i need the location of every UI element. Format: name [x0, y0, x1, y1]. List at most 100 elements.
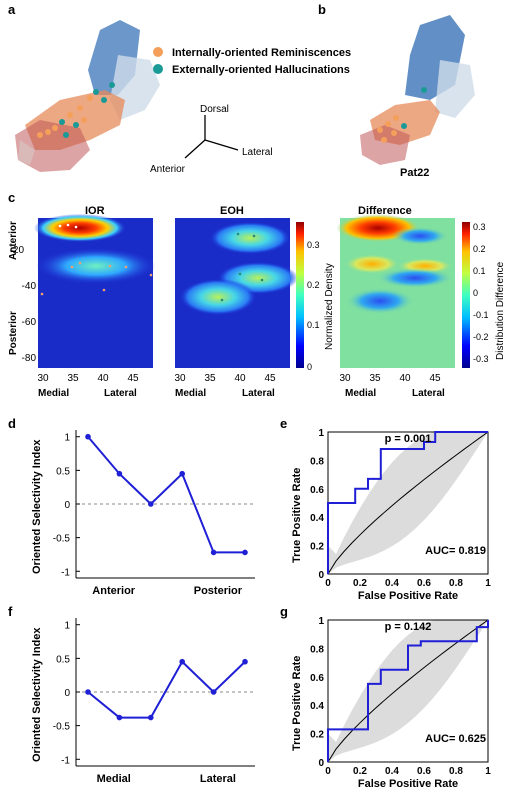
contact-points-a	[37, 82, 115, 138]
heatmap-panel: IOR -20 -40 -60 -80 Anterior Posterior 3…	[8, 205, 506, 399]
density-tick-3: 0.1	[307, 320, 320, 330]
panel-label-c: c	[8, 190, 16, 205]
roc-curve-e	[327, 431, 488, 574]
y-axis-label-e: True Positive Rate	[291, 468, 303, 563]
x-tick-diff-3: 40	[399, 373, 411, 384]
x-tick-eoh-1: 30	[174, 373, 186, 384]
osi-point-f	[242, 658, 248, 665]
y-tick-label-d: 0	[64, 500, 70, 511]
legend-internal-label: Internally-oriented Reminiscences	[172, 47, 351, 59]
diff-tick-4: 0	[473, 288, 478, 298]
x-tick-ior-1: 30	[37, 373, 49, 384]
y-tick-2: -40	[22, 281, 37, 292]
panel-label-d: d	[8, 416, 16, 431]
compass-dorsal: Dorsal	[200, 104, 229, 115]
osi-point-d	[179, 470, 185, 477]
roc-curve-g	[327, 620, 489, 762]
y-tick-label-e: 0.2	[310, 542, 324, 553]
y-tick-label-g: 0.4	[310, 701, 324, 712]
density-tick-1: 0.3	[307, 240, 320, 250]
y-tick-label-e: 0.4	[310, 513, 324, 524]
y-tick-label-e: 0.6	[310, 485, 324, 496]
x-axis-label-g: False Positive Rate	[358, 778, 458, 790]
x-label-lateral-ior: Lateral	[104, 388, 137, 399]
y-tick-label-g: 0.8	[310, 644, 324, 655]
x-tick-ior-4: 45	[127, 373, 139, 384]
y-tick-label-e: 0	[318, 570, 324, 581]
roc-null-curve-e	[327, 431, 489, 575]
x-tick-ior-3: 40	[97, 373, 109, 384]
x-tick-eoh-4: 45	[264, 373, 276, 384]
plot-frame-g	[327, 619, 489, 763]
x-label-lateral-eoh: Lateral	[242, 388, 275, 399]
y-tick-label-f: -1	[61, 755, 70, 766]
y-label-anterior: Anterior	[8, 221, 19, 260]
osi-point-f	[148, 714, 154, 721]
y-tick-label-d: 1	[64, 433, 70, 444]
y-tick-1: -20	[10, 245, 25, 256]
x-tick-ior-2: 35	[67, 373, 79, 384]
x-tick-label-e: 0.8	[449, 578, 463, 589]
x-tick-label-g: 0.2	[353, 766, 367, 777]
x-tick-label-g: 0.6	[417, 766, 431, 777]
osi-point-d	[210, 549, 217, 556]
x-label-medial-ior: Medial	[38, 388, 69, 399]
x-tick-diff-2: 35	[369, 373, 381, 384]
legend-internal-marker	[153, 47, 163, 57]
panel-label-f: f	[8, 604, 13, 619]
roc-confidence-band-e	[328, 432, 488, 574]
osi-point-f	[210, 689, 217, 695]
compass-lateral: Lateral	[242, 147, 273, 158]
heatmap-eoh	[175, 218, 298, 368]
brain-model-a	[15, 20, 160, 172]
y-axis-label-d: Oriented Selectivity Index	[31, 439, 43, 574]
x-tick-label-g: 1	[485, 766, 491, 777]
x-label-left-d: Anterior	[92, 585, 136, 597]
roc-null-curve-g	[327, 619, 489, 763]
chart-g: 00 0.2 0.2 0.4 0.4 0.6 0.6 0.8 0.8 1 1 False Positi…	[291, 616, 491, 790]
brain-model-b	[360, 15, 475, 165]
density-tick-4: 0	[307, 362, 312, 372]
auc-label-g: AUC= 0.625	[425, 733, 486, 745]
osi-point-d	[242, 549, 248, 556]
y-tick-label-e: 1	[318, 428, 324, 439]
diff-tick-2: 0.2	[473, 244, 486, 254]
osi-point-d	[148, 501, 154, 507]
x-tick-label-e: 0.4	[385, 578, 399, 589]
density-colorbar	[296, 222, 304, 368]
osi-point-f	[179, 658, 185, 665]
y-tick-label-e: 0.8	[310, 456, 324, 467]
diff-tick-1: 0.3	[473, 222, 486, 232]
y-tick-label-g: 0	[318, 758, 324, 769]
difference-colorbar	[462, 222, 470, 368]
x-label-lateral-diff: Lateral	[412, 388, 445, 399]
x-tick-label-g: 0.8	[449, 766, 463, 777]
compass-anterior: Anterior	[150, 164, 186, 175]
y-axis-label-f: Oriented Selectivity Index	[31, 627, 43, 762]
osi-line-d	[87, 436, 245, 554]
heatmap-eoh-title: EOH	[220, 205, 244, 217]
diff-tick-5: -0.1	[473, 310, 489, 320]
x-label-medial-diff: Medial	[345, 388, 376, 399]
y-tick-label-d: -0.5	[53, 534, 71, 545]
y-tick-label-f: 1	[64, 621, 70, 632]
x-label-left-f: Medial	[97, 773, 131, 785]
heatmap-difference	[336, 214, 455, 368]
y-label-posterior: Posterior	[8, 311, 19, 355]
chart-d: 1 0.5 0 -0.5 -1 Oriented Selectivity Index Ant…	[31, 430, 255, 597]
x-tick-label-e: 0	[325, 578, 331, 589]
panel-label-e: e	[280, 416, 288, 431]
y-tick-label-f: -0.5	[53, 722, 71, 733]
legend-external-label: Externally-oriented Hallucinations	[172, 64, 350, 76]
brain-reconstruction-figure: Internally-oriented Reminiscences Extern…	[15, 15, 475, 179]
osi-line-f	[87, 660, 246, 719]
osi-point-f	[116, 714, 123, 721]
p-value-e: p = 0.001	[385, 433, 432, 445]
diff-tick-3: 0.1	[473, 266, 486, 276]
difference-label: Distribution Difference	[495, 261, 506, 360]
x-tick-label-e: 0.2	[353, 578, 367, 589]
chart-e: 00 0.2 0.2 0.4 0.4 0.6 0.6 0.8 0.8 1 1 False Positi…	[291, 428, 491, 602]
panel-label-g: g	[280, 604, 288, 619]
panel-label-b: b	[318, 2, 326, 17]
x-tick-label-g: 0.4	[385, 766, 399, 777]
